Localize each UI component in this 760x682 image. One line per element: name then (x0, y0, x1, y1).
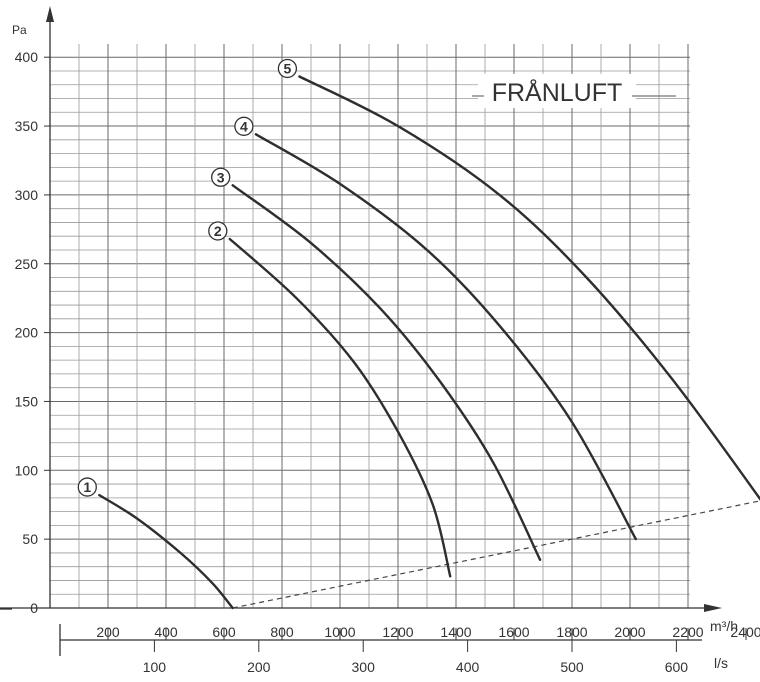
series-marker-circle-2 (208, 221, 228, 241)
series-label-2: 2 (214, 223, 222, 239)
y-tick-label: 0 (30, 600, 38, 616)
x-tick-label-m3h: 1200 (382, 624, 413, 640)
series-curve-1 (98, 493, 234, 610)
x-axis-label-m3h: m³/h (710, 618, 738, 634)
x-axis-label-ls: l/s (714, 655, 728, 671)
y-axis-ticks: 0 50 100 150 200 250 300 350 400 (15, 49, 50, 616)
y-tick-label: 350 (15, 118, 39, 134)
y-tick-label: 400 (15, 49, 39, 65)
x-tick-label-m3h: 2200 (672, 624, 703, 640)
x-tick-label-m3h: 800 (270, 624, 294, 640)
x-tick-label-ls: 500 (560, 659, 584, 675)
x-tick-label-m3h: 1800 (556, 624, 587, 640)
series-label-5: 5 (284, 60, 292, 76)
x-tick-label-ls: 200 (247, 659, 271, 675)
y-tick-label: 250 (15, 256, 39, 272)
x-tick-label-ls: 400 (456, 659, 480, 675)
series-curve-4 (254, 133, 637, 541)
y-tick-label: 300 (15, 187, 39, 203)
y-tick-label: 200 (15, 325, 39, 341)
y-axis-arrow (46, 6, 54, 22)
y-tick-label: 150 (15, 393, 39, 409)
x-tick-label-m3h: 1000 (324, 624, 355, 640)
series-group: 1 2 3 4 5 (77, 58, 760, 610)
series-curve-2 (228, 237, 452, 578)
axes (0, 6, 722, 656)
series-label-3: 3 (217, 169, 225, 185)
series-label-1: 1 (83, 479, 91, 495)
x-tick-label-m3h: 2400 (730, 624, 760, 640)
y-tick-label: 50 (22, 531, 38, 547)
series-marker-circle-4 (234, 116, 254, 136)
series-marker-circle-3 (211, 167, 231, 187)
chart-title: FRÅNLUFT (492, 77, 623, 107)
x-tick-label-m3h: 2000 (614, 624, 645, 640)
grid (49, 44, 690, 609)
x-tick-label-m3h: 200 (96, 624, 120, 640)
x-tick-label-ls: 600 (665, 659, 689, 675)
x-tick-label-ls: 300 (352, 659, 376, 675)
series-curve-5 (298, 75, 760, 501)
x-tick-label-ls: 100 (143, 659, 167, 675)
title-background (478, 74, 636, 108)
x-axis-ticks: 200 400 600 800 1000 1200 1400 1600 1800 2000 2200… (96, 624, 760, 675)
reference-line-group (232, 500, 760, 609)
x-tick-label-m3h: 1600 (498, 624, 529, 640)
x-tick-label-m3h: 400 (154, 624, 178, 640)
series-marker-circle-1 (77, 477, 97, 497)
y-tick-label: 100 (15, 462, 39, 478)
x-tick-label-m3h: 1400 (440, 624, 471, 640)
x-tick-label-m3h: 600 (212, 624, 236, 640)
x-axis-arrow (704, 604, 722, 612)
series-label-4: 4 (240, 118, 248, 134)
series-curve-3 (231, 184, 542, 561)
series-marker-circle-5 (277, 58, 298, 79)
y-axis-label: Pa (12, 23, 27, 37)
reference-line (232, 500, 760, 609)
